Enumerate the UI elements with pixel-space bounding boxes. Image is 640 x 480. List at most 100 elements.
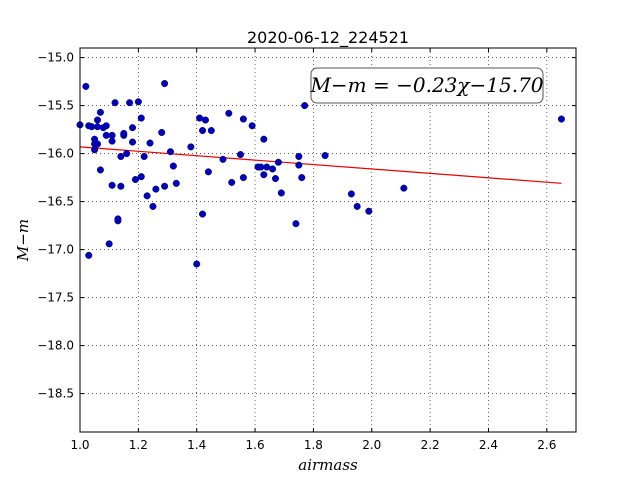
y-tick-label: −17.5	[37, 291, 74, 305]
y-tick-label: −18.5	[37, 387, 74, 401]
data-point	[82, 82, 90, 90]
data-point	[301, 102, 309, 110]
data-point	[134, 98, 142, 106]
data-point	[102, 131, 110, 139]
data-point	[225, 109, 233, 117]
data-point	[169, 162, 177, 170]
data-point	[131, 176, 139, 184]
y-tick-label: −15.0	[37, 51, 74, 65]
data-point	[239, 174, 247, 182]
data-point	[257, 163, 265, 171]
data-point	[137, 173, 145, 181]
y-tick-label: −18.0	[37, 339, 74, 353]
x-tick-label: 1.0	[70, 438, 89, 452]
data-point	[94, 140, 102, 148]
data-point	[140, 152, 148, 160]
data-point	[96, 108, 104, 116]
data-point	[263, 163, 271, 171]
data-point	[152, 185, 160, 193]
plot-frame	[79, 47, 577, 433]
data-point	[219, 155, 227, 163]
data-point	[102, 122, 110, 130]
fit-line-group	[79, 146, 562, 184]
data-point	[94, 123, 102, 131]
data-point	[91, 146, 99, 154]
y-axis-label: M−m	[14, 219, 32, 262]
data-point	[557, 115, 565, 123]
plot-area	[80, 48, 576, 432]
data-point	[161, 182, 169, 190]
data-point	[228, 178, 236, 186]
data-point	[129, 124, 137, 132]
x-tick-label: 2.6	[537, 438, 556, 452]
data-point	[108, 131, 116, 139]
data-point	[117, 182, 125, 190]
chart-title: 2020-06-12_224521	[247, 28, 409, 48]
data-point	[158, 128, 166, 136]
fit-equation-annotation: M−m = −0.23χ−15.70	[309, 67, 544, 104]
data-point	[204, 168, 212, 176]
x-tick-label: 2.0	[362, 438, 381, 452]
data-point	[199, 127, 207, 135]
data-point	[166, 148, 174, 156]
data-point	[149, 202, 157, 210]
data-point	[365, 207, 373, 215]
data-point	[400, 184, 408, 192]
data-point	[94, 116, 102, 124]
data-point	[108, 181, 116, 189]
x-tick-label: 1.8	[304, 438, 323, 452]
data-point	[172, 179, 180, 187]
data-point	[260, 171, 268, 179]
x-tick-label: 1.6	[246, 438, 265, 452]
data-point	[236, 151, 244, 159]
data-point	[111, 99, 119, 107]
data-point	[201, 116, 209, 124]
data-point	[274, 158, 282, 166]
data-point	[248, 122, 256, 130]
x-tick-labels: 1.0 1.2 1.4 1.6 1.8 2.0 2.2 2.4 2.6	[70, 438, 556, 452]
x-tick-label: 1.2	[129, 438, 148, 452]
y-tick-label: −16.0	[37, 147, 74, 161]
x-tick-label: 2.2	[421, 438, 440, 452]
data-point	[298, 174, 306, 182]
data-point	[137, 114, 145, 122]
data-point	[207, 127, 215, 135]
fit-line	[79, 146, 562, 184]
grid	[79, 48, 576, 432]
x-axis-label: airmass	[298, 456, 358, 474]
data-point	[295, 152, 303, 160]
data-point	[126, 99, 134, 107]
data-point	[161, 80, 169, 88]
data-point	[271, 175, 279, 183]
data-point	[277, 189, 285, 197]
data-point	[193, 260, 201, 268]
y-tick-labels: −15.0 −15.5 −16.0 −16.5 −17.0 −17.5 −18.0 −18.5	[37, 51, 74, 401]
annotation-box	[310, 67, 544, 104]
x-tick-label: 1.4	[187, 438, 206, 452]
data-point	[187, 143, 195, 151]
data-point	[85, 251, 93, 259]
data-point	[129, 138, 137, 146]
data-point	[321, 152, 329, 160]
data-point	[269, 165, 277, 173]
data-point	[114, 215, 122, 223]
y-tick-label: −17.0	[37, 243, 74, 257]
data-point	[239, 115, 247, 123]
data-point	[96, 166, 104, 174]
data-point	[347, 190, 355, 198]
data-point	[88, 123, 96, 131]
data-point	[105, 240, 113, 248]
data-point	[292, 220, 300, 228]
data-point	[199, 210, 207, 218]
data-point	[146, 139, 154, 147]
data-point	[295, 161, 303, 169]
annotation-text: M−m = −0.23χ−15.70	[309, 73, 543, 97]
y-tick-label: −15.5	[37, 99, 74, 113]
data-points	[76, 80, 565, 268]
data-point	[353, 202, 361, 210]
data-point	[117, 152, 125, 160]
axis-ticks	[79, 48, 576, 432]
data-point	[260, 135, 268, 143]
data-point	[143, 192, 151, 200]
